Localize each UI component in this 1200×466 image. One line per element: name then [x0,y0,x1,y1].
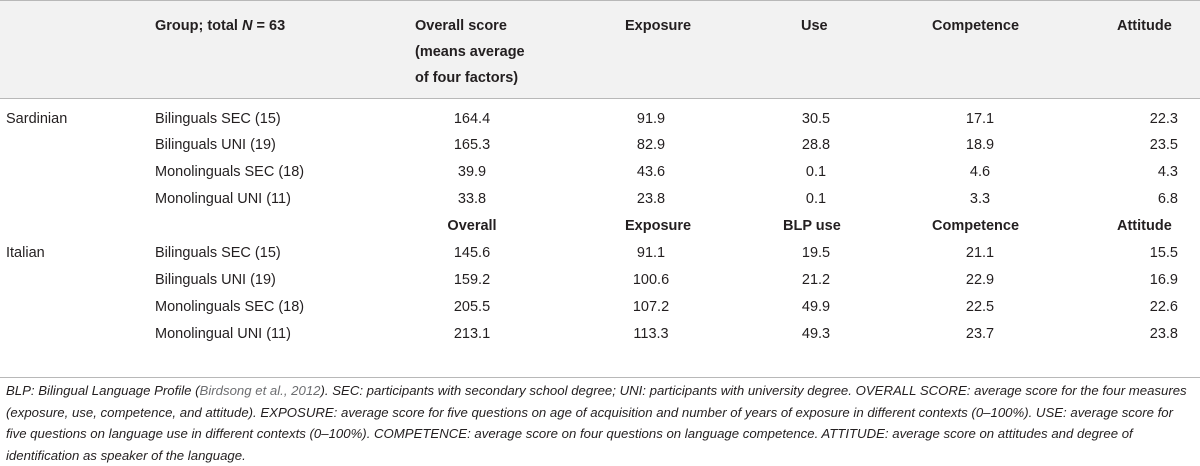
overall-cell: 145.6 [453,245,491,261]
use-cell: 0.1 [805,191,827,207]
competence-cell: 18.9 [965,137,995,153]
header-rule [0,98,1200,99]
header-exposure: Exposure [625,18,692,34]
overall-cell: 213.1 [453,326,491,342]
attitude-cell: 15.5 [1149,245,1178,261]
exposure-cell: 23.8 [636,191,666,207]
competence-cell: 23.7 [965,326,995,342]
table-footnote: BLP: Bilingual Language Profile (Birdson… [6,383,1187,463]
attitude-cell: 6.8 [1157,191,1178,207]
exposure-cell: 113.3 [633,326,669,342]
overall-cell: 165.3 [453,137,491,153]
header-competence: Competence [932,18,1020,34]
header-overall: Overall score (means average of four fac… [415,18,525,86]
overall-cell: 39.9 [457,164,487,180]
exposure-cell: 91.9 [636,111,666,127]
subheader-use: BLP use [783,218,841,234]
attitude-cell: 22.6 [1149,299,1178,315]
use-cell: 0.1 [805,164,827,180]
attitude-cell: 22.3 [1149,111,1178,127]
group-cell: Bilinguals SEC (15) [155,245,281,261]
language-label-italian: Italian [6,245,45,261]
group-cell: Monolingual UNI (11) [155,191,291,207]
top-rule [0,0,1200,1]
exposure-cell: 107.2 [632,299,670,315]
citation-link[interactable]: Birdsong et al., 2012 [199,383,321,398]
group-cell: Bilinguals UNI (19) [155,272,276,288]
language-label-sardinian: Sardinian [6,111,68,127]
use-cell: 30.5 [801,111,831,127]
overall-cell: 33.8 [457,191,487,207]
attitude-cell: 23.8 [1149,326,1178,342]
header-background [0,1,1200,98]
competence-cell: 3.3 [969,191,991,207]
bottom-rule [0,377,1200,378]
attitude-cell: 16.9 [1149,272,1178,288]
use-cell: 19.5 [801,245,831,261]
group-cell: Monolinguals SEC (18) [155,299,305,315]
subheader-overall: Overall [447,218,497,234]
exposure-cell: 100.6 [632,272,670,288]
header-group: Group; total N = 63 [155,18,286,34]
attitude-cell: 4.3 [1157,164,1178,180]
attitude-cell: 23.5 [1149,137,1178,153]
header-attitude: Attitude [1117,18,1172,34]
group-cell: Monolingual UNI (11) [155,326,291,342]
use-cell: 28.8 [801,137,831,153]
use-cell: 49.3 [801,326,831,342]
exposure-cell: 91.1 [636,245,666,261]
use-cell: 49.9 [801,299,831,315]
group-cell: Monolinguals SEC (18) [155,164,305,180]
competence-cell: 22.9 [965,272,995,288]
header-use: Use [801,18,828,34]
overall-cell: 164.4 [453,111,491,127]
group-cell: Bilinguals SEC (15) [155,111,281,127]
subheader-exposure: Exposure [625,218,692,234]
competence-cell: 4.6 [969,164,991,180]
overall-cell: 205.5 [453,299,491,315]
subheader-competence: Competence [932,218,1020,234]
exposure-cell: 82.9 [636,137,666,153]
use-cell: 21.2 [801,272,831,288]
exposure-cell: 43.6 [636,164,666,180]
competence-cell: 17.1 [965,111,995,127]
subheader-attitude: Attitude [1117,218,1172,234]
group-cell: Bilinguals UNI (19) [155,137,276,153]
competence-cell: 22.5 [965,299,995,315]
overall-cell: 159.2 [453,272,491,288]
competence-cell: 21.1 [965,245,995,261]
